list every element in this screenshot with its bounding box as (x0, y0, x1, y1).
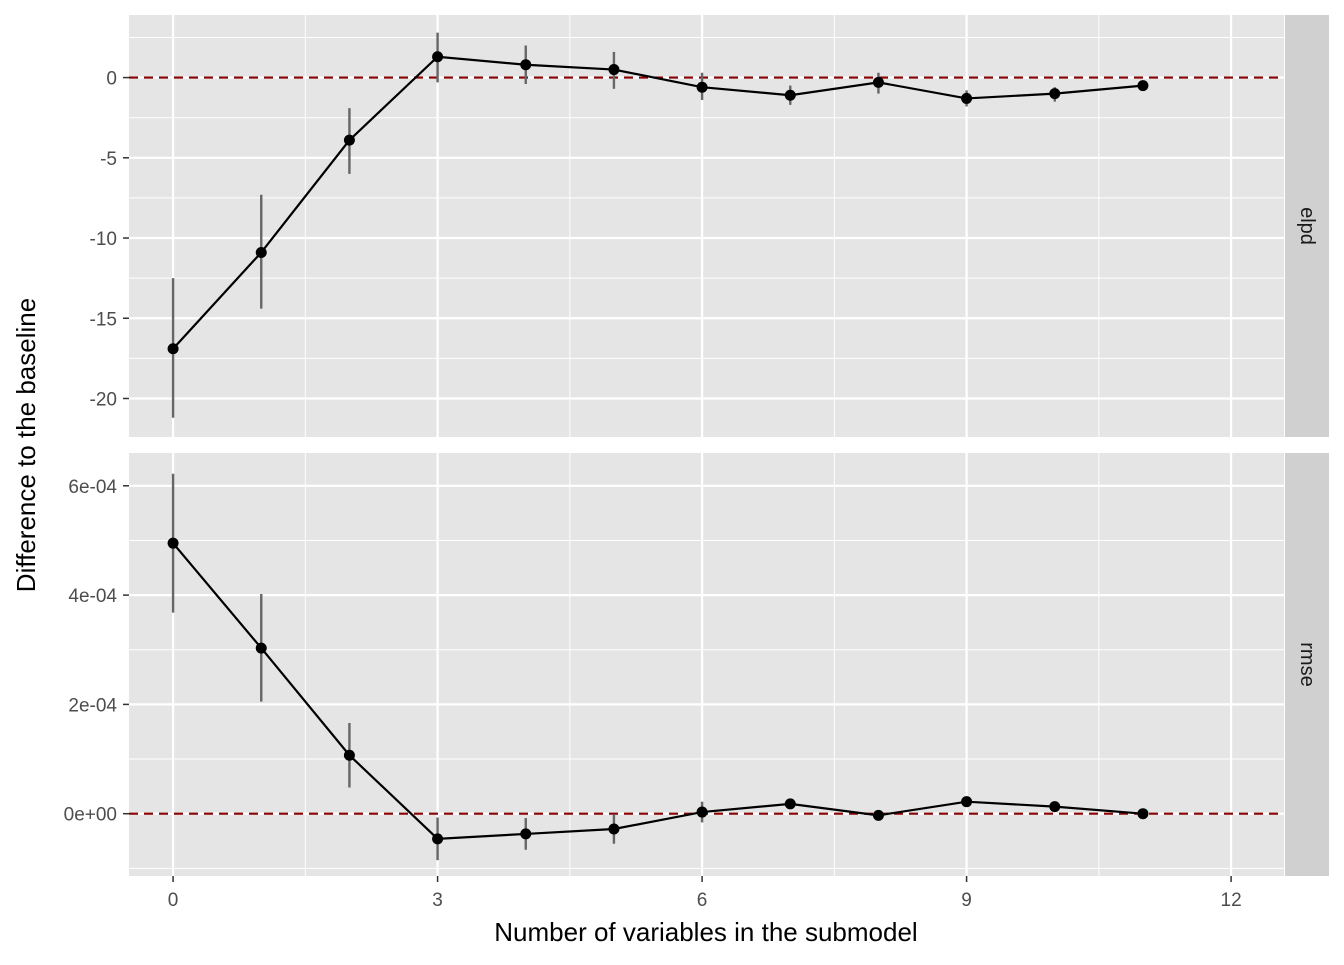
data-point (608, 823, 620, 835)
series-line (172, 55, 1144, 350)
facet-strip (1285, 453, 1329, 876)
facet-strip-label: rmse (1296, 642, 1318, 686)
x-axis-title: Number of variables in the submodel (494, 917, 917, 947)
data-point (608, 64, 620, 76)
y-tick-label: 2e-04 (68, 695, 117, 716)
data-point (696, 806, 708, 818)
x-tick-label: 0 (168, 890, 179, 911)
y-tick-label: -15 (90, 309, 117, 330)
panel-rmse: 0e+00 2e-04 4e-04 6e-04 rmse (64, 453, 1329, 876)
facet-strip-label: elpd (1296, 207, 1318, 245)
y-tick-label: -20 (90, 389, 117, 410)
data-point (255, 642, 267, 654)
panel-elpd: 0 -5 -10 -15 -20 elpd (90, 15, 1329, 437)
data-point (872, 76, 884, 88)
data-point (432, 51, 444, 63)
y-tick-label: 0 (106, 69, 117, 90)
y-tick-label: -5 (100, 149, 117, 170)
data-point (1137, 808, 1149, 820)
data-point (520, 59, 532, 71)
x-tick-label: 12 (1221, 890, 1242, 911)
x-tick-label: 6 (697, 890, 708, 911)
facet-strip (1285, 15, 1329, 437)
data-point (432, 833, 444, 845)
data-point (784, 798, 796, 810)
data-point (1049, 801, 1061, 813)
data-point (961, 92, 973, 104)
data-point (255, 246, 267, 258)
y-tick-label: 0e+00 (64, 805, 117, 826)
data-point (961, 796, 973, 808)
x-tick-label: 9 (961, 890, 972, 911)
series-line (172, 542, 1144, 840)
data-point (1049, 88, 1061, 100)
data-point (520, 828, 532, 840)
data-point (167, 537, 179, 549)
data-point (343, 134, 355, 146)
data-point (167, 343, 179, 355)
x-tick-label: 3 (432, 890, 443, 911)
data-point (872, 809, 884, 821)
data-point (784, 89, 796, 101)
data-point (343, 749, 355, 761)
data-point (1137, 80, 1149, 92)
y-axis-title: Difference to the baseline (11, 298, 41, 592)
y-tick-label: 6e-04 (68, 477, 117, 498)
y-tick-label: 4e-04 (68, 586, 117, 607)
y-tick-label: -10 (90, 229, 117, 250)
data-point (696, 81, 708, 93)
panel-background (129, 453, 1284, 876)
